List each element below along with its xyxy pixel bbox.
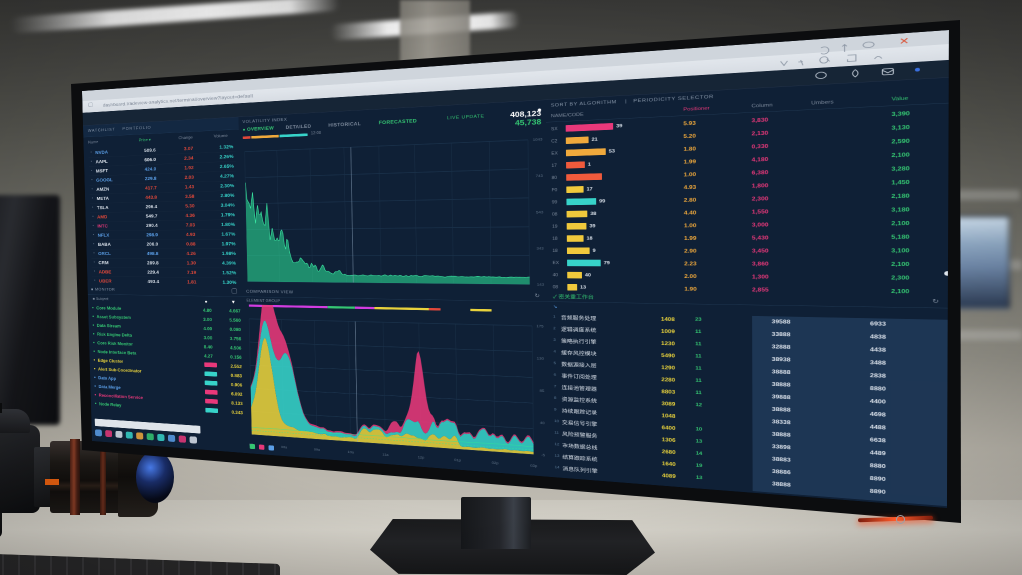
svg-text:12p: 12p bbox=[418, 455, 425, 460]
svg-text:01p: 01p bbox=[454, 458, 461, 463]
svg-text:09a: 09a bbox=[314, 447, 321, 452]
svg-text:543: 543 bbox=[536, 210, 544, 215]
svg-text:✕: ✕ bbox=[899, 37, 909, 47]
svg-text:1043: 1043 bbox=[533, 137, 543, 142]
svg-text:02p: 02p bbox=[492, 460, 499, 465]
svg-text:03p: 03p bbox=[530, 463, 538, 468]
svg-text:40: 40 bbox=[540, 420, 545, 425]
svg-text:143: 143 bbox=[537, 282, 545, 287]
svg-text:130: 130 bbox=[537, 356, 545, 361]
svg-text:85: 85 bbox=[539, 388, 544, 393]
svg-text:08a: 08a bbox=[281, 445, 287, 450]
svg-text:10a: 10a bbox=[348, 450, 355, 455]
svg-text:743: 743 bbox=[536, 173, 544, 178]
svg-text:11a: 11a bbox=[382, 452, 389, 457]
svg-text:343: 343 bbox=[536, 246, 544, 251]
svg-text:-5: -5 bbox=[541, 453, 545, 458]
svg-text:175: 175 bbox=[536, 324, 544, 329]
